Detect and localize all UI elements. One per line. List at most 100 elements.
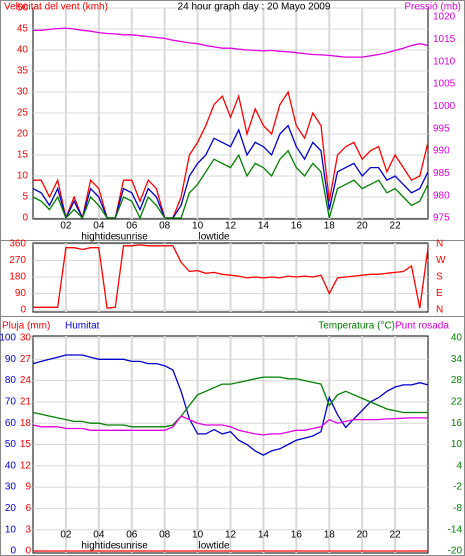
axis-label: Humitat bbox=[65, 321, 100, 332]
tick-label: 100 bbox=[0, 333, 16, 344]
x-tick-label: 08 bbox=[159, 221, 171, 232]
event-label: hightide bbox=[81, 541, 116, 552]
tick-label: 50 bbox=[17, 3, 29, 14]
tick-label: 45 bbox=[17, 24, 29, 35]
tick-label: 12 bbox=[20, 460, 32, 471]
tick-label: N bbox=[436, 305, 443, 316]
x-tick-label: 04 bbox=[93, 221, 105, 232]
tick-label: 6 bbox=[25, 503, 31, 514]
x-tick-label: 16 bbox=[291, 530, 303, 541]
x-tick-label: 14 bbox=[258, 530, 270, 541]
axis-label: Temperatura (°C) bbox=[318, 321, 395, 332]
tick-label: E bbox=[436, 288, 443, 299]
x-tick-label: 10 bbox=[192, 530, 204, 541]
x-tick-label: 02 bbox=[60, 530, 72, 541]
tick-label: 30 bbox=[17, 87, 29, 98]
tick-label: 4 bbox=[456, 460, 462, 471]
tick-label: 15 bbox=[17, 150, 29, 161]
tick-label: 270 bbox=[9, 255, 26, 266]
tick-label: 70 bbox=[5, 397, 17, 408]
tick-label: 0 bbox=[25, 546, 31, 556]
tick-label: 20 bbox=[17, 129, 29, 140]
series-line bbox=[32, 354, 429, 456]
chart-title: 24 hour graph day : 20 Mayo 2009 bbox=[178, 2, 331, 13]
tick-label: 90 bbox=[15, 288, 27, 299]
x-tick-label: 22 bbox=[390, 221, 402, 232]
tick-label: 10 bbox=[451, 439, 463, 450]
axis-label: Velocitat del vent (kmh) bbox=[4, 2, 108, 13]
x-tick-label: 16 bbox=[291, 221, 303, 232]
x-tick-label: 14 bbox=[258, 221, 270, 232]
event-label: hightide bbox=[81, 232, 116, 243]
series-line bbox=[32, 376, 428, 428]
tick-label: 1020 bbox=[433, 12, 456, 23]
tick-label: 9 bbox=[25, 482, 31, 493]
tick-label: 990 bbox=[433, 146, 450, 157]
event-label: sunrise bbox=[116, 232, 149, 243]
tick-label: 10 bbox=[17, 171, 29, 182]
series-line bbox=[33, 27, 429, 58]
tick-label: 27 bbox=[20, 354, 32, 365]
tick-label: 16 bbox=[451, 418, 463, 429]
tick-label: 995 bbox=[433, 123, 450, 134]
tick-label: 3 bbox=[25, 524, 31, 535]
tick-label: 40 bbox=[451, 333, 463, 344]
tick-label: 24 bbox=[20, 375, 32, 386]
series-line bbox=[32, 149, 429, 220]
x-tick-label: 06 bbox=[126, 530, 138, 541]
x-tick-label: 12 bbox=[225, 221, 237, 232]
tick-label: 0 bbox=[22, 213, 28, 224]
tick-label: 20 bbox=[5, 503, 17, 514]
tick-label: 980 bbox=[433, 190, 450, 201]
tick-label: 30 bbox=[20, 333, 32, 344]
tick-label: 25 bbox=[17, 108, 29, 119]
x-tick-label: 06 bbox=[126, 221, 138, 232]
tick-label: 180 bbox=[9, 272, 26, 283]
x-tick-label: 12 bbox=[225, 530, 237, 541]
event-label: sunrise bbox=[116, 541, 149, 552]
x-tick-label: 20 bbox=[357, 221, 369, 232]
tick-label: -14 bbox=[448, 524, 463, 535]
tick-label: -8 bbox=[453, 503, 462, 514]
tick-label: 0 bbox=[10, 546, 16, 556]
tick-label: 1015 bbox=[433, 34, 456, 45]
tick-label: 18 bbox=[20, 418, 32, 429]
tick-label: 1000 bbox=[433, 101, 456, 112]
tick-label: 50 bbox=[5, 439, 17, 450]
tick-label: 40 bbox=[17, 45, 29, 56]
tick-label: 15 bbox=[20, 439, 32, 450]
x-tick-label: 04 bbox=[93, 530, 105, 541]
tick-label: -20 bbox=[448, 546, 463, 556]
tick-label: 28 bbox=[451, 375, 463, 386]
tick-label: 60 bbox=[5, 418, 17, 429]
tick-label: 1005 bbox=[433, 79, 456, 90]
tick-label: 40 bbox=[5, 460, 17, 471]
x-tick-label: 20 bbox=[357, 530, 369, 541]
tick-label: -2 bbox=[453, 482, 462, 493]
tick-label: 30 bbox=[5, 482, 17, 493]
x-tick-label: 18 bbox=[324, 221, 336, 232]
event-label: lowtide bbox=[198, 232, 230, 243]
axis-label: Pressió (mb) bbox=[404, 2, 461, 13]
series-line bbox=[32, 124, 429, 220]
tick-label: 21 bbox=[20, 397, 32, 408]
tick-label: 34 bbox=[451, 354, 463, 365]
tick-label: S bbox=[436, 272, 443, 283]
tick-label: 10 bbox=[5, 524, 17, 535]
x-tick-label: 02 bbox=[60, 221, 72, 232]
tick-label: 35 bbox=[17, 66, 29, 77]
x-tick-label: 08 bbox=[159, 530, 171, 541]
tick-label: 22 bbox=[451, 397, 463, 408]
wind-panel: 02 04 06 08 10 12 14 16 18 20 22 hightide sunrise low… bbox=[17, 3, 456, 243]
tick-label: 975 bbox=[433, 213, 450, 224]
tick-label: 1010 bbox=[433, 56, 456, 67]
x-tick-label: 18 bbox=[324, 530, 336, 541]
x-tick-label: 22 bbox=[390, 530, 402, 541]
axis-label: Punt rosada bbox=[395, 321, 449, 332]
tick-label: 985 bbox=[433, 168, 450, 179]
x-tick-label: 10 bbox=[192, 221, 204, 232]
tick-label: N bbox=[436, 239, 443, 250]
